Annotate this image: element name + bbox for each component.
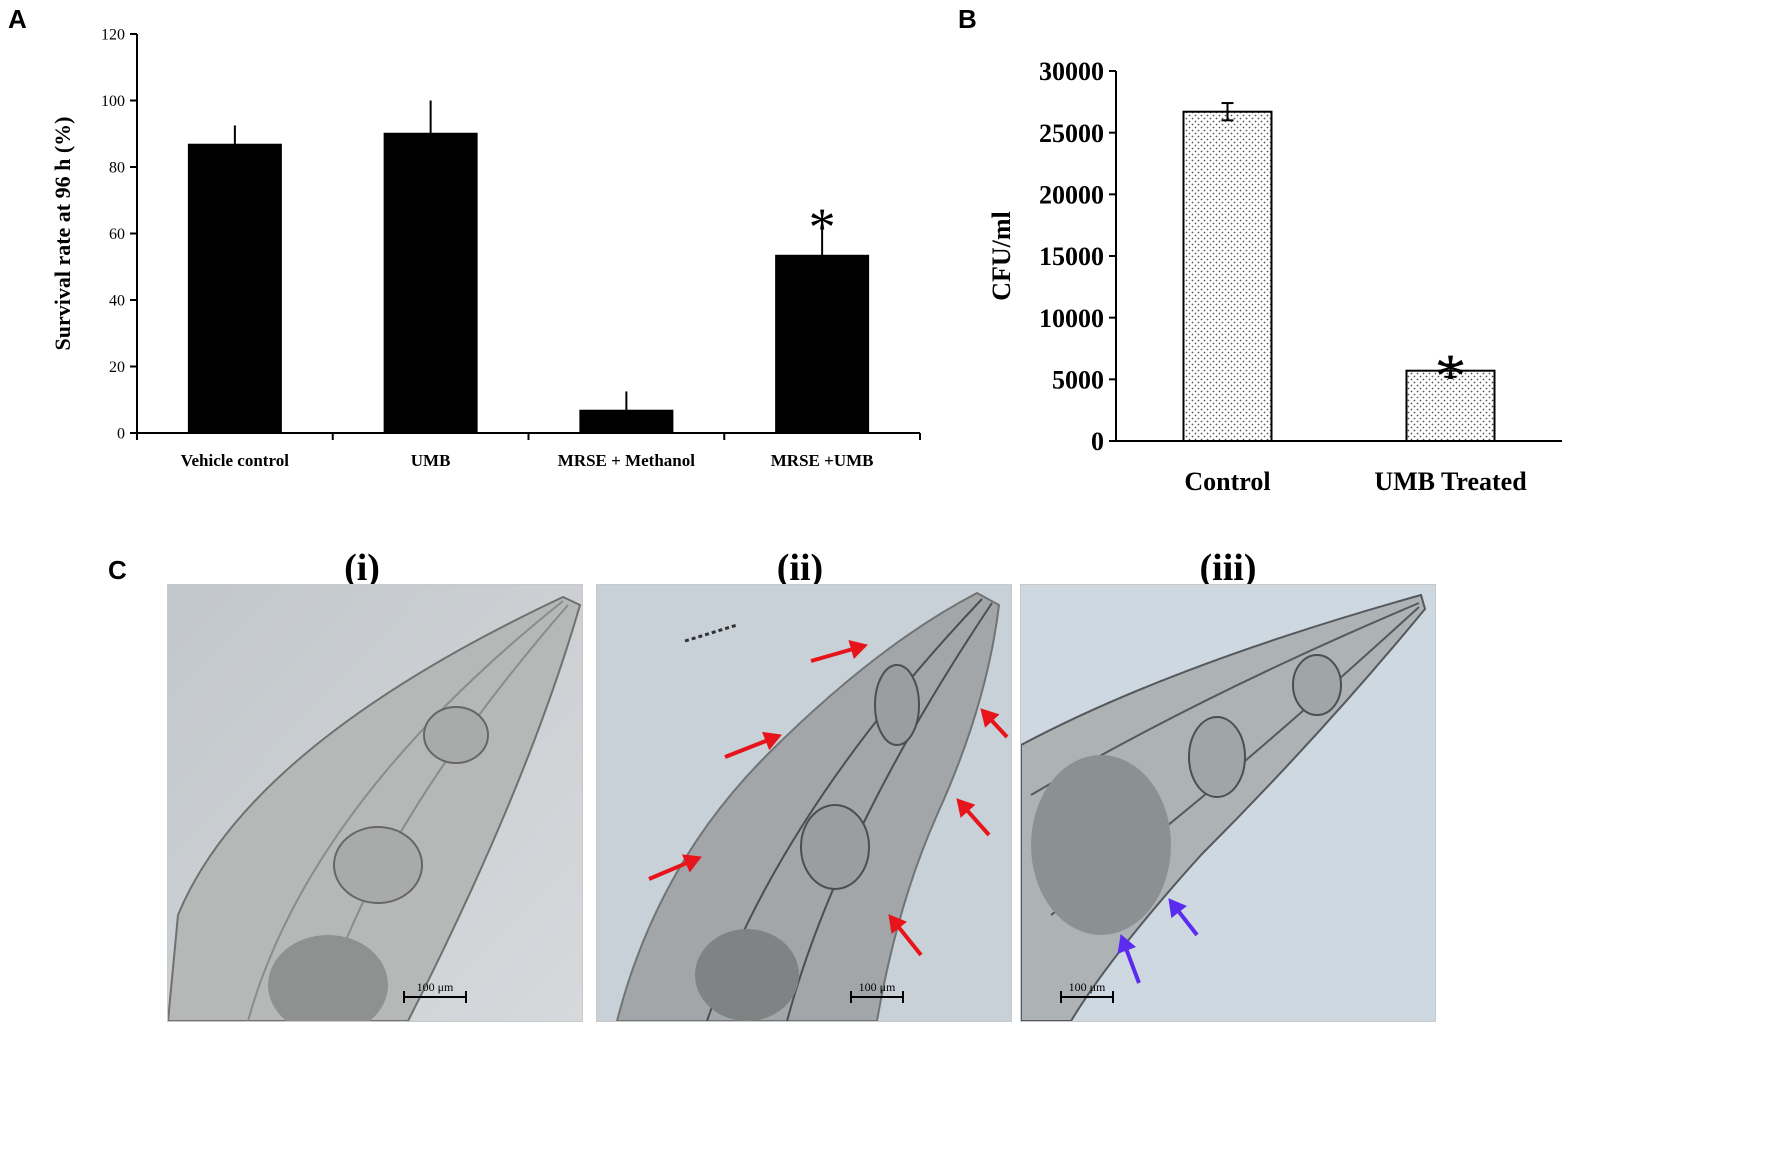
category-label: MRSE +UMB <box>771 451 874 470</box>
y-tick-label: 20000 <box>1039 180 1104 209</box>
bar <box>383 132 478 434</box>
y-axis-label: CFU/ml <box>987 211 1016 301</box>
category-label: MRSE + Methanol <box>558 451 695 470</box>
category-label: UMB <box>411 451 451 470</box>
y-tick-label: 10000 <box>1039 304 1104 333</box>
arrow-head <box>980 708 1000 728</box>
arrow-head <box>1168 898 1187 919</box>
micrograph-i: 100 μm <box>167 584 583 1022</box>
bar <box>775 254 870 434</box>
scale-bar-iii: 100 μm <box>1060 980 1114 1003</box>
arrow <box>648 859 693 881</box>
svg-text:100 μm: 100 μm <box>1069 980 1106 994</box>
svg-text:100 μm: 100 μm <box>859 980 896 994</box>
red-arrows <box>648 640 1009 957</box>
y-tick-label: 0 <box>117 426 125 443</box>
category-label: Vehicle control <box>181 451 289 470</box>
arrow-head <box>848 640 868 660</box>
bar <box>1182 110 1273 442</box>
bar <box>579 409 674 435</box>
panel-letter-c: C <box>108 555 127 585</box>
category-label: Control <box>1184 467 1270 496</box>
y-tick-label: 30000 <box>1039 57 1104 86</box>
scale-bar-i: 100 μm <box>403 980 467 1003</box>
arrow-head <box>762 731 782 751</box>
panel-letter-a: A <box>8 4 27 34</box>
arrow-head <box>888 914 908 935</box>
y-tick-label: 0 <box>1091 427 1104 456</box>
y-tick-label: 80 <box>109 160 125 177</box>
chart-b: 0 5000 10000 15000 20000 25000 30000 CFU/ml Cont… <box>987 57 1562 496</box>
micrograph-ii: 100 μm <box>596 584 1012 1022</box>
y-tick-label: 25000 <box>1039 119 1104 148</box>
micrograph-label-i: (i) <box>344 547 380 589</box>
blue-arrows <box>1117 898 1199 984</box>
y-tick-label: 15000 <box>1039 242 1104 271</box>
significance-star: * <box>809 197 836 257</box>
y-tick-label: 120 <box>101 27 125 44</box>
y-axis-label: Survival rate at 96 h (%) <box>50 116 75 350</box>
arrow-head <box>1117 934 1137 954</box>
svg-text:100 μm: 100 μm <box>417 980 454 994</box>
micrograph-label-iii: (iii) <box>1199 547 1257 589</box>
scale-bar-ii: 100 μm <box>850 980 904 1003</box>
y-tick-label: 60 <box>109 226 125 243</box>
bar <box>1405 369 1496 443</box>
arrow <box>810 645 858 663</box>
chart-a: 0 20 40 60 80 100 120 Survival rate at 96 h (%)… <box>50 27 921 470</box>
arrow-head <box>956 798 976 818</box>
y-tick-label: 20 <box>109 359 125 376</box>
y-tick-label: 40 <box>109 293 125 310</box>
arrow-head <box>681 854 702 873</box>
arrow <box>724 737 772 759</box>
panel-letter-b: B <box>958 4 977 34</box>
category-label: UMB Treated <box>1374 467 1527 496</box>
micrograph-iii: 100 μm <box>1020 584 1436 1022</box>
y-tick-label: 100 <box>101 93 125 110</box>
y-tick-label: 5000 <box>1052 365 1104 394</box>
micrograph-label-ii: (ii) <box>776 547 824 589</box>
bar <box>187 143 282 434</box>
significance-star: * <box>1435 341 1467 412</box>
